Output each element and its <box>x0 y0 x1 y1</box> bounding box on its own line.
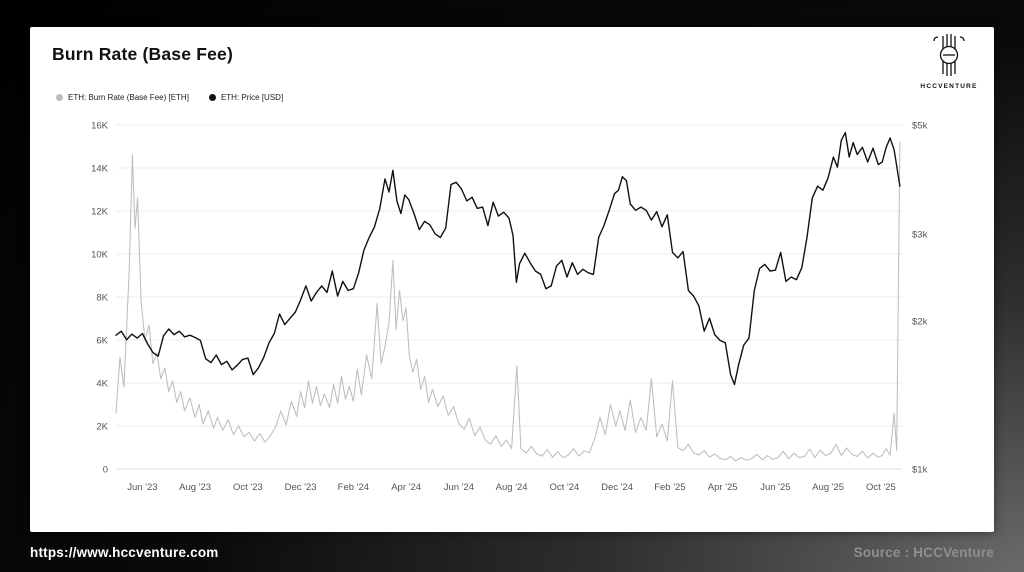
hccventure-logo: HCCVENTURE <box>916 33 982 90</box>
burn-rate-chart: 0 2K 4K 6K 8K 10K 12K 14K 16K $1k $2k $3k $5k Jun '23… <box>91 121 928 494</box>
burn-rate-line <box>115 141 901 462</box>
legend-item-burn-rate[interactable]: ETH: Burn Rate (Base Fee) [ETH] <box>56 93 189 102</box>
hccventure-monogram-icon <box>926 34 972 81</box>
x-axis-tick-label: Aug '25 <box>812 482 844 493</box>
source-label: Source : HCCVenture <box>853 544 994 560</box>
burn-rate-legend-dot-icon <box>56 94 63 101</box>
legend-label: ETH: Burn Rate (Base Fee) [ETH] <box>68 93 189 102</box>
x-axis-tick-label: Dec '24 <box>601 482 633 493</box>
x-axis-tick-label: Aug '23 <box>179 482 211 493</box>
x-axis-tick-label: Oct '25 <box>866 482 896 493</box>
chart-legend: ETH: Burn Rate (Base Fee) [ETH] ETH: Pri… <box>56 93 283 102</box>
legend-label: ETH: Price [USD] <box>220 93 284 102</box>
left-axis-tick-label: 16K <box>91 121 109 132</box>
x-axis-tick-label: Jun '24 <box>444 482 474 493</box>
left-axis-tick-label: 2K <box>96 422 108 433</box>
left-axis-tick-label: 4K <box>96 379 108 390</box>
x-axis-tick-label: Apr '24 <box>391 482 421 493</box>
page-title: Burn Rate (Base Fee) <box>52 44 233 64</box>
legend-item-price[interactable]: ETH: Price [USD] <box>208 93 284 102</box>
left-axis-tick-label: 0 <box>103 465 108 476</box>
x-axis-tick-label: Feb '25 <box>654 482 685 493</box>
x-axis-tick-label: Apr '25 <box>708 482 738 493</box>
right-axis-tick-label: $1k <box>912 465 928 476</box>
right-axis-tick-label: $3k <box>912 230 928 241</box>
left-axis-tick-label: 8K <box>96 293 108 304</box>
x-axis-tick-label: Jun '25 <box>760 482 790 493</box>
logo-caption: HCCVENTURE <box>920 83 978 90</box>
left-axis-tick-label: 14K <box>91 164 109 175</box>
price-legend-dot-icon <box>208 94 216 101</box>
website-url-link[interactable]: https://www.hccventure.com <box>30 544 219 560</box>
x-axis-tick-label: Feb '24 <box>338 482 369 493</box>
x-axis-tick-label: Oct '23 <box>233 482 263 493</box>
chart-card: Burn Rate (Base Fee) HCCVENTUR <box>30 27 994 532</box>
right-axis-tick-label: $2k <box>912 316 928 327</box>
left-axis-tick-label: 12K <box>91 207 109 218</box>
left-axis-tick-label: 6K <box>96 336 108 347</box>
footer-bar: https://www.hccventure.com Source : HCCV… <box>30 532 994 572</box>
x-axis-tick-label: Dec '23 <box>285 482 317 493</box>
right-axis-tick-label: $5k <box>912 121 928 132</box>
left-axis-tick-label: 10K <box>91 250 109 261</box>
x-axis-tick-label: Jun '23 <box>127 482 157 493</box>
price-line <box>115 131 901 386</box>
x-axis-tick-label: Aug '24 <box>496 482 528 493</box>
x-axis-tick-label: Oct '24 <box>549 482 579 493</box>
